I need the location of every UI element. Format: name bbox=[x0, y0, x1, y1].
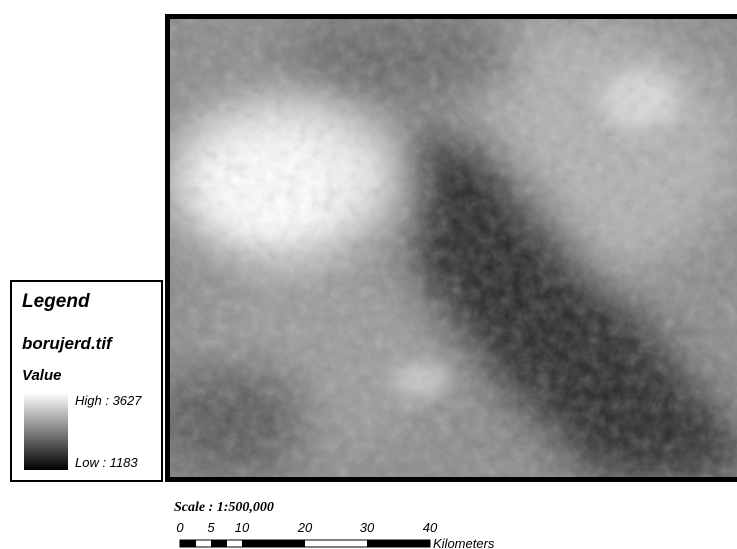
legend-low: Low : 1183 bbox=[75, 455, 138, 470]
scale-unit: Kilometers bbox=[433, 536, 495, 549]
legend: Legend borujerd.tif Value High : 3627 Lo… bbox=[10, 280, 163, 482]
scale-tick-label: 5 bbox=[207, 520, 215, 535]
legend-title: Legend bbox=[22, 291, 90, 312]
scale-segment bbox=[367, 540, 430, 547]
scale-tick-label: 40 bbox=[423, 520, 438, 535]
scale-text: Scale : 1:500,000 bbox=[174, 500, 274, 515]
scale-tick-label: 10 bbox=[235, 520, 250, 535]
legend-high: High : 3627 bbox=[75, 393, 142, 408]
scale-tick-label: 0 bbox=[176, 520, 184, 535]
scale-tick-label: 30 bbox=[360, 520, 375, 535]
scale-segment bbox=[242, 540, 305, 547]
map-frame bbox=[165, 14, 737, 482]
legend-layer: borujerd.tif bbox=[22, 334, 114, 353]
scale-segment bbox=[180, 540, 196, 547]
scale-segment bbox=[211, 540, 227, 547]
color-ramp bbox=[24, 393, 68, 470]
scale-bar: Scale : 1:500,000 0 5 10 20 30 40 Kilometers bbox=[174, 500, 495, 549]
elevation-raster bbox=[168, 17, 737, 478]
scale-tick-label: 20 bbox=[297, 520, 313, 535]
legend-field: Value bbox=[22, 367, 61, 384]
